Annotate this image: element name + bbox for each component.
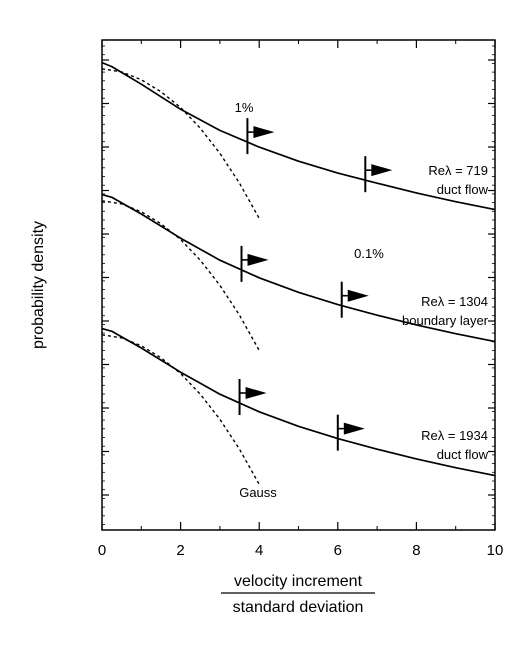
series-2-label: Reλ = 1304 — [421, 294, 488, 309]
x-axis-title-numerator: velocity increment — [234, 573, 363, 590]
marker-01pct-3-arrow — [343, 422, 365, 435]
x-tick-label: 6 — [334, 542, 342, 559]
gauss-curve-1 — [101, 68, 260, 219]
x-tick-label: 10 — [487, 542, 504, 559]
x-tick-label: 4 — [255, 542, 263, 559]
annotation-0-1-percent: 0.1% — [354, 246, 384, 261]
annotation-gauss: Gauss — [239, 485, 277, 500]
marker-01pct-1-arrow — [371, 164, 393, 177]
gauss-curve-3 — [101, 334, 260, 485]
x-tick-label: 0 — [98, 542, 106, 559]
measured-curve-1 — [101, 61, 496, 211]
series-1-sublabel: duct flow — [437, 182, 489, 197]
measured-curve-2 — [101, 193, 496, 343]
marker-1pct-2-arrow — [247, 253, 269, 266]
series-3-label: Reλ = 1934 — [421, 428, 488, 443]
x-tick-label: 2 — [176, 542, 184, 559]
series-1-label: Reλ = 719 — [428, 163, 488, 178]
x-axis-title-denominator: standard deviation — [233, 599, 364, 616]
marker-01pct-2-arrow — [347, 289, 369, 302]
y-axis-title: probability density — [30, 221, 47, 349]
annotation-1-percent: 1% — [235, 100, 254, 115]
measured-curve-3 — [101, 327, 496, 477]
curves — [101, 61, 496, 485]
marker-1pct-3-arrow — [245, 387, 267, 399]
gauss-curve-2 — [101, 200, 260, 351]
markers — [238, 118, 393, 451]
series-2-sublabel: boundary layer — [402, 313, 489, 328]
marker-1pct-1-arrow — [253, 126, 275, 139]
x-tick-label: 8 — [412, 542, 420, 559]
series-3-sublabel: duct flow — [437, 447, 489, 462]
ticks: 0 2 4 6 8 10 — [98, 40, 504, 559]
